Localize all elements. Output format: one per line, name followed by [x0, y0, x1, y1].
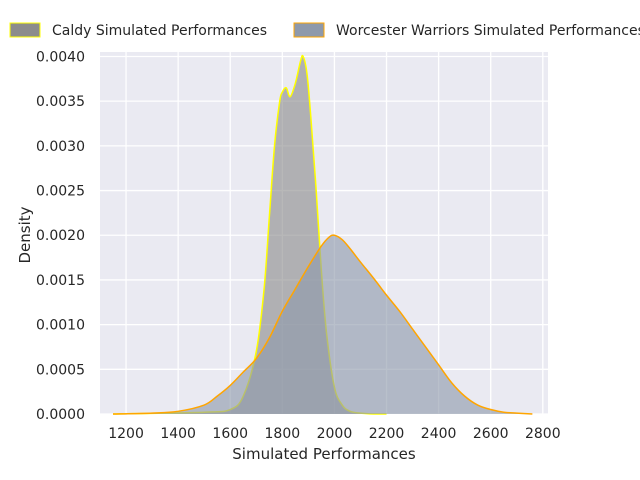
density-area-worcester: [113, 235, 533, 414]
y-tick-label: 0.0025: [36, 184, 85, 200]
y-tick-labels: 0.0000 0.0005 0.0010 0.0015 0.0020 0.0025 0.00…: [36, 49, 85, 423]
y-tick-label: 0.0010: [36, 318, 85, 334]
x-tick-label: 1800: [265, 426, 301, 442]
legend-label-caldy: Caldy Simulated Performances: [52, 23, 267, 39]
y-tick-label: 0.0020: [36, 228, 85, 244]
x-tick-label: 1600: [212, 426, 248, 442]
legend: Caldy Simulated Performances Worcester W…: [9, 22, 640, 39]
x-tick-label: 2400: [421, 426, 457, 442]
y-tick-label: 0.0030: [36, 139, 85, 155]
y-axis-title: Density: [16, 206, 34, 263]
x-tick-label: 1200: [108, 426, 144, 442]
x-tick-labels: 1200 1400 1600 1800 2000 2200 2400 2600 2800: [108, 426, 560, 442]
series-layer: [113, 54, 533, 415]
x-tick-label: 2000: [317, 426, 353, 442]
legend-swatch-caldy: [9, 22, 41, 38]
y-tick-label: 0.0005: [36, 362, 85, 378]
x-axis-title: Simulated Performances: [232, 445, 416, 463]
x-tick-label: 2200: [369, 426, 405, 442]
y-tick-label: 0.0040: [36, 49, 85, 65]
x-tick-label: 2800: [525, 426, 561, 442]
density-line-worcester: [113, 234, 533, 415]
x-tick-label: 1400: [160, 426, 196, 442]
y-tick-label: 0.0015: [36, 273, 85, 289]
legend-label-worcester: Worcester Warriors Simulated Performance…: [336, 23, 640, 39]
legend-swatch-worcester: [293, 22, 325, 38]
x-tick-label: 2600: [473, 426, 509, 442]
y-tick-label: 0.0035: [36, 94, 85, 110]
y-tick-label: 0.0000: [36, 407, 85, 423]
